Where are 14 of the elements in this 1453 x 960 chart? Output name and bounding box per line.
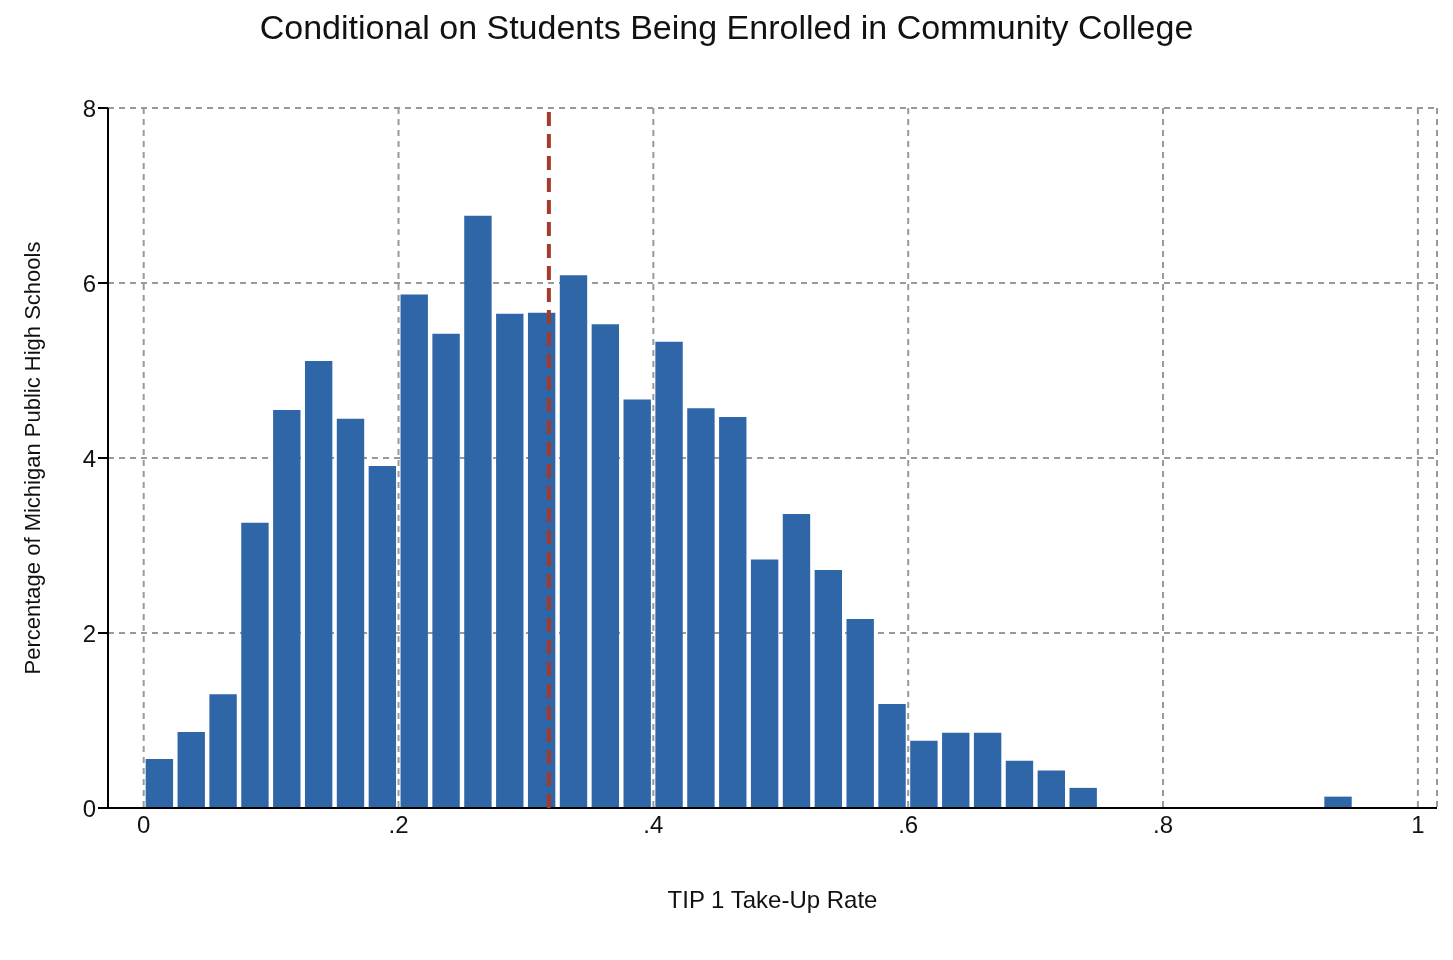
y-axis-title: Percentage of Michigan Public High Schools <box>19 241 45 675</box>
x-tick-label: .4 <box>643 811 664 839</box>
chart-title: Conditional on Students Being Enrolled in Community College <box>258 8 1195 48</box>
y-tick-label: 6 <box>82 269 96 297</box>
y-tick-label: 4 <box>82 444 96 472</box>
x-tick-label: 1 <box>1411 811 1425 839</box>
x-tick-label: .2 <box>388 811 409 839</box>
y-tick-label: 0 <box>82 794 96 822</box>
x-tick-label: .8 <box>1153 811 1174 839</box>
y-tick-label: 8 <box>82 94 96 122</box>
x-tick-label: .6 <box>898 811 919 839</box>
x-axis-title: TIP 1 Take-Up Rate <box>667 886 878 913</box>
x-tick-label: 0 <box>137 811 151 839</box>
y-tick-label: 2 <box>82 619 96 647</box>
